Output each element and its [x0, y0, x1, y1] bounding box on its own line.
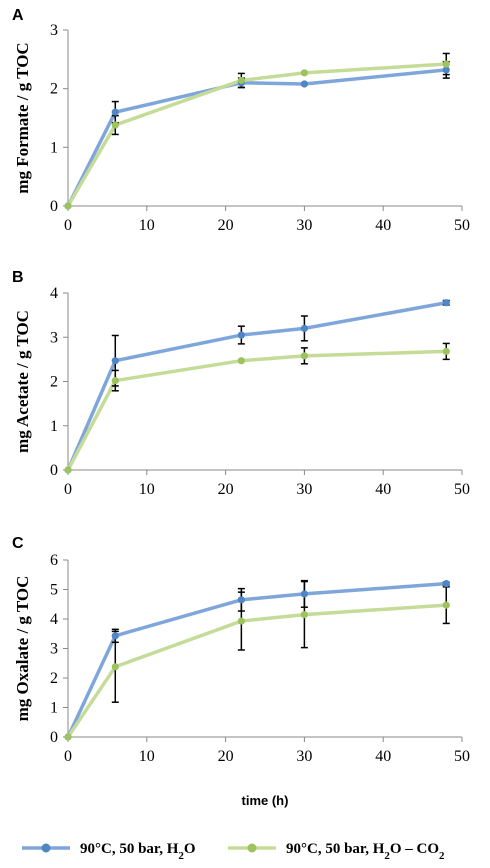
panel-letter: A [12, 7, 24, 24]
x-tick-label: 20 [218, 481, 234, 498]
y-tick-label: 4 [50, 611, 58, 628]
panel-letter: B [12, 269, 24, 286]
series-line-blue [66, 301, 447, 471]
panel-letter: C [12, 535, 24, 552]
data-point-blue [442, 66, 450, 74]
series-line-blue [66, 68, 447, 207]
data-point-blue [300, 590, 308, 598]
legend: 90°C, 50 bar, H2O 90°C, 50 bar, H2O – CO2 [22, 841, 445, 862]
series-line-green [66, 603, 447, 738]
y-tick-label: 6 [50, 552, 58, 569]
x-tick-label: 0 [64, 748, 72, 765]
x-tick-label: 0 [64, 217, 72, 234]
data-point-blue [111, 108, 119, 116]
y-tick-label: 3 [50, 329, 58, 346]
y-tick-label: 1 [50, 700, 58, 717]
series-line-green [66, 62, 447, 207]
x-tick-label: 20 [218, 217, 234, 234]
x-tick-label: 10 [139, 481, 155, 498]
y-axis-label: mg Formate / g TOC [13, 42, 32, 193]
data-point-blue [442, 580, 450, 588]
x-tick-label: 50 [454, 217, 470, 234]
data-point-green [300, 352, 308, 360]
y-axis-label: mg Acetate / g TOC [13, 310, 32, 453]
data-point-green [442, 60, 450, 68]
data-point-green [111, 121, 119, 129]
data-point-blue [111, 357, 119, 365]
x-axis-title: time (h) [242, 793, 289, 808]
x-tick-label: 0 [64, 481, 72, 498]
x-tick-label: 50 [454, 748, 470, 765]
data-point-green [237, 76, 245, 85]
y-tick-label: 2 [50, 374, 58, 391]
y-tick-label: 1 [50, 139, 58, 156]
data-point-green [300, 610, 308, 619]
y-tick-label: 0 [50, 729, 58, 746]
legend-label-green: 90°C, 50 bar, H2O – CO2 [286, 841, 445, 862]
x-tick-label: 30 [296, 748, 312, 765]
data-point-green [442, 601, 450, 609]
data-point-green [442, 347, 450, 356]
y-tick-label: 3 [50, 22, 58, 39]
y-tick-label: 3 [50, 641, 58, 658]
x-tick-label: 20 [218, 748, 234, 765]
data-point-blue [237, 331, 245, 339]
y-axis-label: mg Oxalate / g TOC [13, 576, 32, 722]
data-point-blue [442, 299, 450, 307]
x-tick-label: 40 [375, 748, 391, 765]
x-tick-label: 50 [454, 481, 470, 498]
data-point-blue [111, 632, 119, 640]
x-tick-label: 40 [375, 481, 391, 498]
data-point-green [237, 617, 245, 625]
y-tick-label: 0 [50, 198, 58, 215]
y-tick-label: 0 [50, 462, 58, 479]
y-tick-label: 4 [50, 285, 58, 302]
panel-c: C 0 1 2 3 4 5 6 0 10 20 30 40 50 mg Oxalate / g TOC [12, 535, 470, 765]
data-point-green [111, 377, 119, 385]
legend-label-blue: 90°C, 50 bar, H2O [80, 841, 196, 862]
x-tick-label: 10 [139, 217, 155, 234]
y-tick-label: 2 [50, 670, 58, 687]
series-line-blue [66, 581, 447, 738]
data-point-blue [237, 596, 245, 604]
data-point-green [111, 663, 119, 671]
legend-marker-blue [41, 843, 51, 853]
y-tick-label: 1 [50, 418, 58, 435]
series-line-green [66, 349, 447, 471]
legend-marker-green [247, 843, 257, 853]
x-tick-label: 30 [296, 217, 312, 234]
data-point-blue [300, 324, 308, 332]
data-point-green [237, 357, 245, 365]
data-point-green [64, 202, 72, 210]
x-tick-label: 30 [296, 481, 312, 498]
data-point-green [64, 466, 72, 474]
x-tick-label: 10 [139, 748, 155, 765]
y-tick-label: 5 [50, 582, 58, 599]
data-point-green [300, 69, 308, 77]
x-tick-label: 40 [375, 217, 391, 234]
data-point-green [64, 733, 72, 741]
y-tick-label: 2 [50, 81, 58, 98]
data-point-blue [300, 80, 308, 88]
